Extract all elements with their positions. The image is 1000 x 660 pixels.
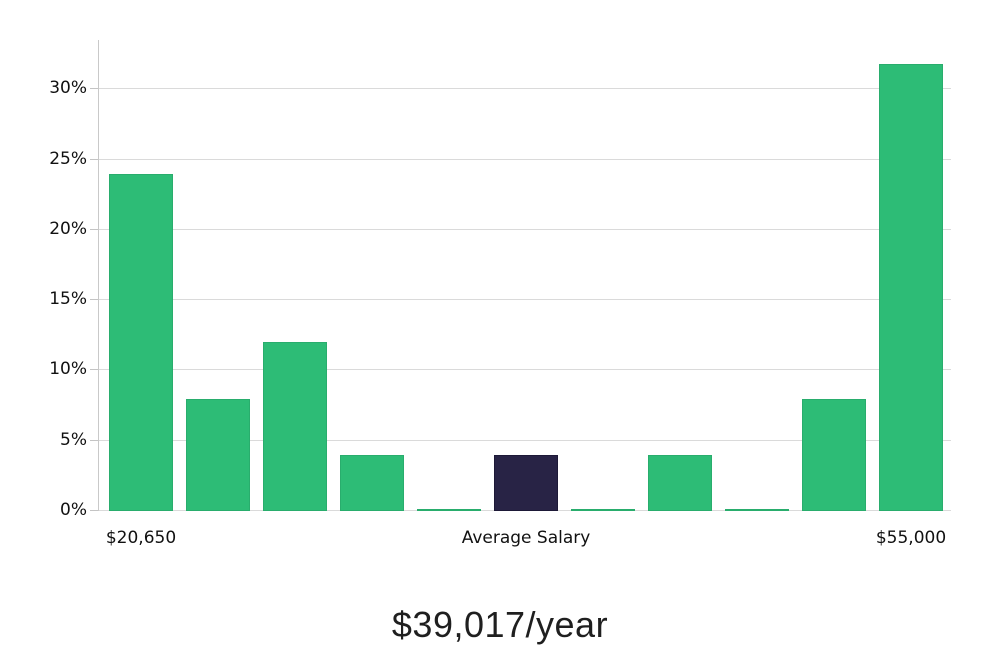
gridline-10% — [99, 369, 951, 370]
salary-bin-bar — [340, 455, 404, 511]
gridline-5% — [99, 440, 951, 441]
y-tick-mark — [90, 229, 98, 230]
salary-bin-bar — [186, 399, 250, 511]
x-axis-label: $20,650 — [105, 528, 177, 548]
average-salary-value: $39,017/year — [391, 604, 609, 645]
gridline-25% — [99, 159, 951, 160]
salary-bin-bar — [417, 509, 481, 511]
x-axis-label: Average Salary — [461, 528, 591, 548]
y-tick-label: 20% — [49, 219, 87, 239]
salary-bin-bar — [571, 509, 635, 511]
salary-bin-bar — [109, 174, 173, 511]
y-tick-label: 30% — [49, 78, 87, 98]
salary-bin-bar — [879, 64, 943, 511]
salary-bin-bar — [725, 509, 789, 511]
y-tick-label: 25% — [49, 149, 87, 169]
x-axis-label: $55,000 — [875, 528, 947, 548]
y-tick-mark — [90, 510, 98, 511]
gridline-20% — [99, 229, 951, 230]
gridline-15% — [99, 299, 951, 300]
y-tick-label: 5% — [60, 430, 87, 450]
y-tick-label: 0% — [60, 500, 87, 520]
y-tick-mark — [90, 299, 98, 300]
gridline-30% — [99, 88, 951, 89]
y-tick-mark — [90, 440, 98, 441]
y-tick-mark — [90, 159, 98, 160]
y-tick-mark — [90, 369, 98, 370]
plot-area: 0% 5% 10% 15% 20% 25% 30% $20,650 Average Salary… — [49, 40, 951, 548]
y-tick-mark — [90, 88, 98, 89]
salary-bin-bar — [263, 342, 327, 511]
y-tick-label: 10% — [49, 359, 87, 379]
salary-bin-bar — [648, 455, 712, 511]
salary-bin-bar — [802, 399, 866, 511]
average-salary-bar — [494, 455, 558, 511]
y-tick-label: 15% — [49, 289, 87, 309]
